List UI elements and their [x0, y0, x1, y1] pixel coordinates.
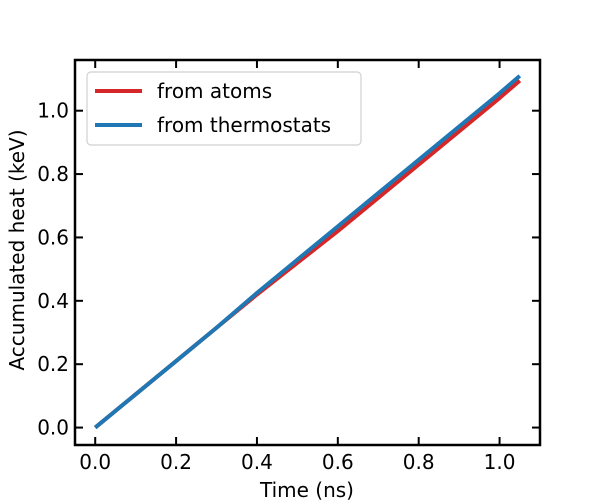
series-line-2: [93, 74, 522, 430]
y-tick-label: 0.4: [37, 289, 69, 313]
x-tick-label: 0.0: [79, 450, 111, 474]
legend-label: from thermostats: [157, 113, 331, 137]
y-tick-label: 0.6: [37, 225, 69, 249]
plot-lines: [93, 74, 522, 430]
x-axis-label: Time (ns): [259, 478, 354, 500]
plot-frame: [73, 58, 542, 447]
legend-label: from atoms: [157, 79, 272, 103]
axes-frame: [73, 58, 542, 447]
y-tick-label: 1.0: [37, 99, 69, 123]
x-tick-label: 0.4: [241, 450, 273, 474]
y-tick-label: 0.0: [37, 416, 69, 440]
x-tick-label: 1.0: [484, 450, 516, 474]
ticks: 0.0 0.2 0.4 0.6 0.8 1.0 0.0 0.2 0.4 0.6 0.8 1.0: [37, 60, 540, 474]
x-tick-label: 0.8: [403, 450, 435, 474]
x-tick-label: 0.2: [160, 450, 192, 474]
y-axis-label: Accumulated heat (keV): [5, 129, 29, 370]
legend-box: [86, 71, 362, 146]
x-tick-label: 0.6: [322, 450, 354, 474]
legend: from atoms from thermostats: [86, 71, 362, 146]
y-tick-label: 0.2: [37, 352, 69, 376]
y-tick-label: 0.8: [37, 162, 69, 186]
